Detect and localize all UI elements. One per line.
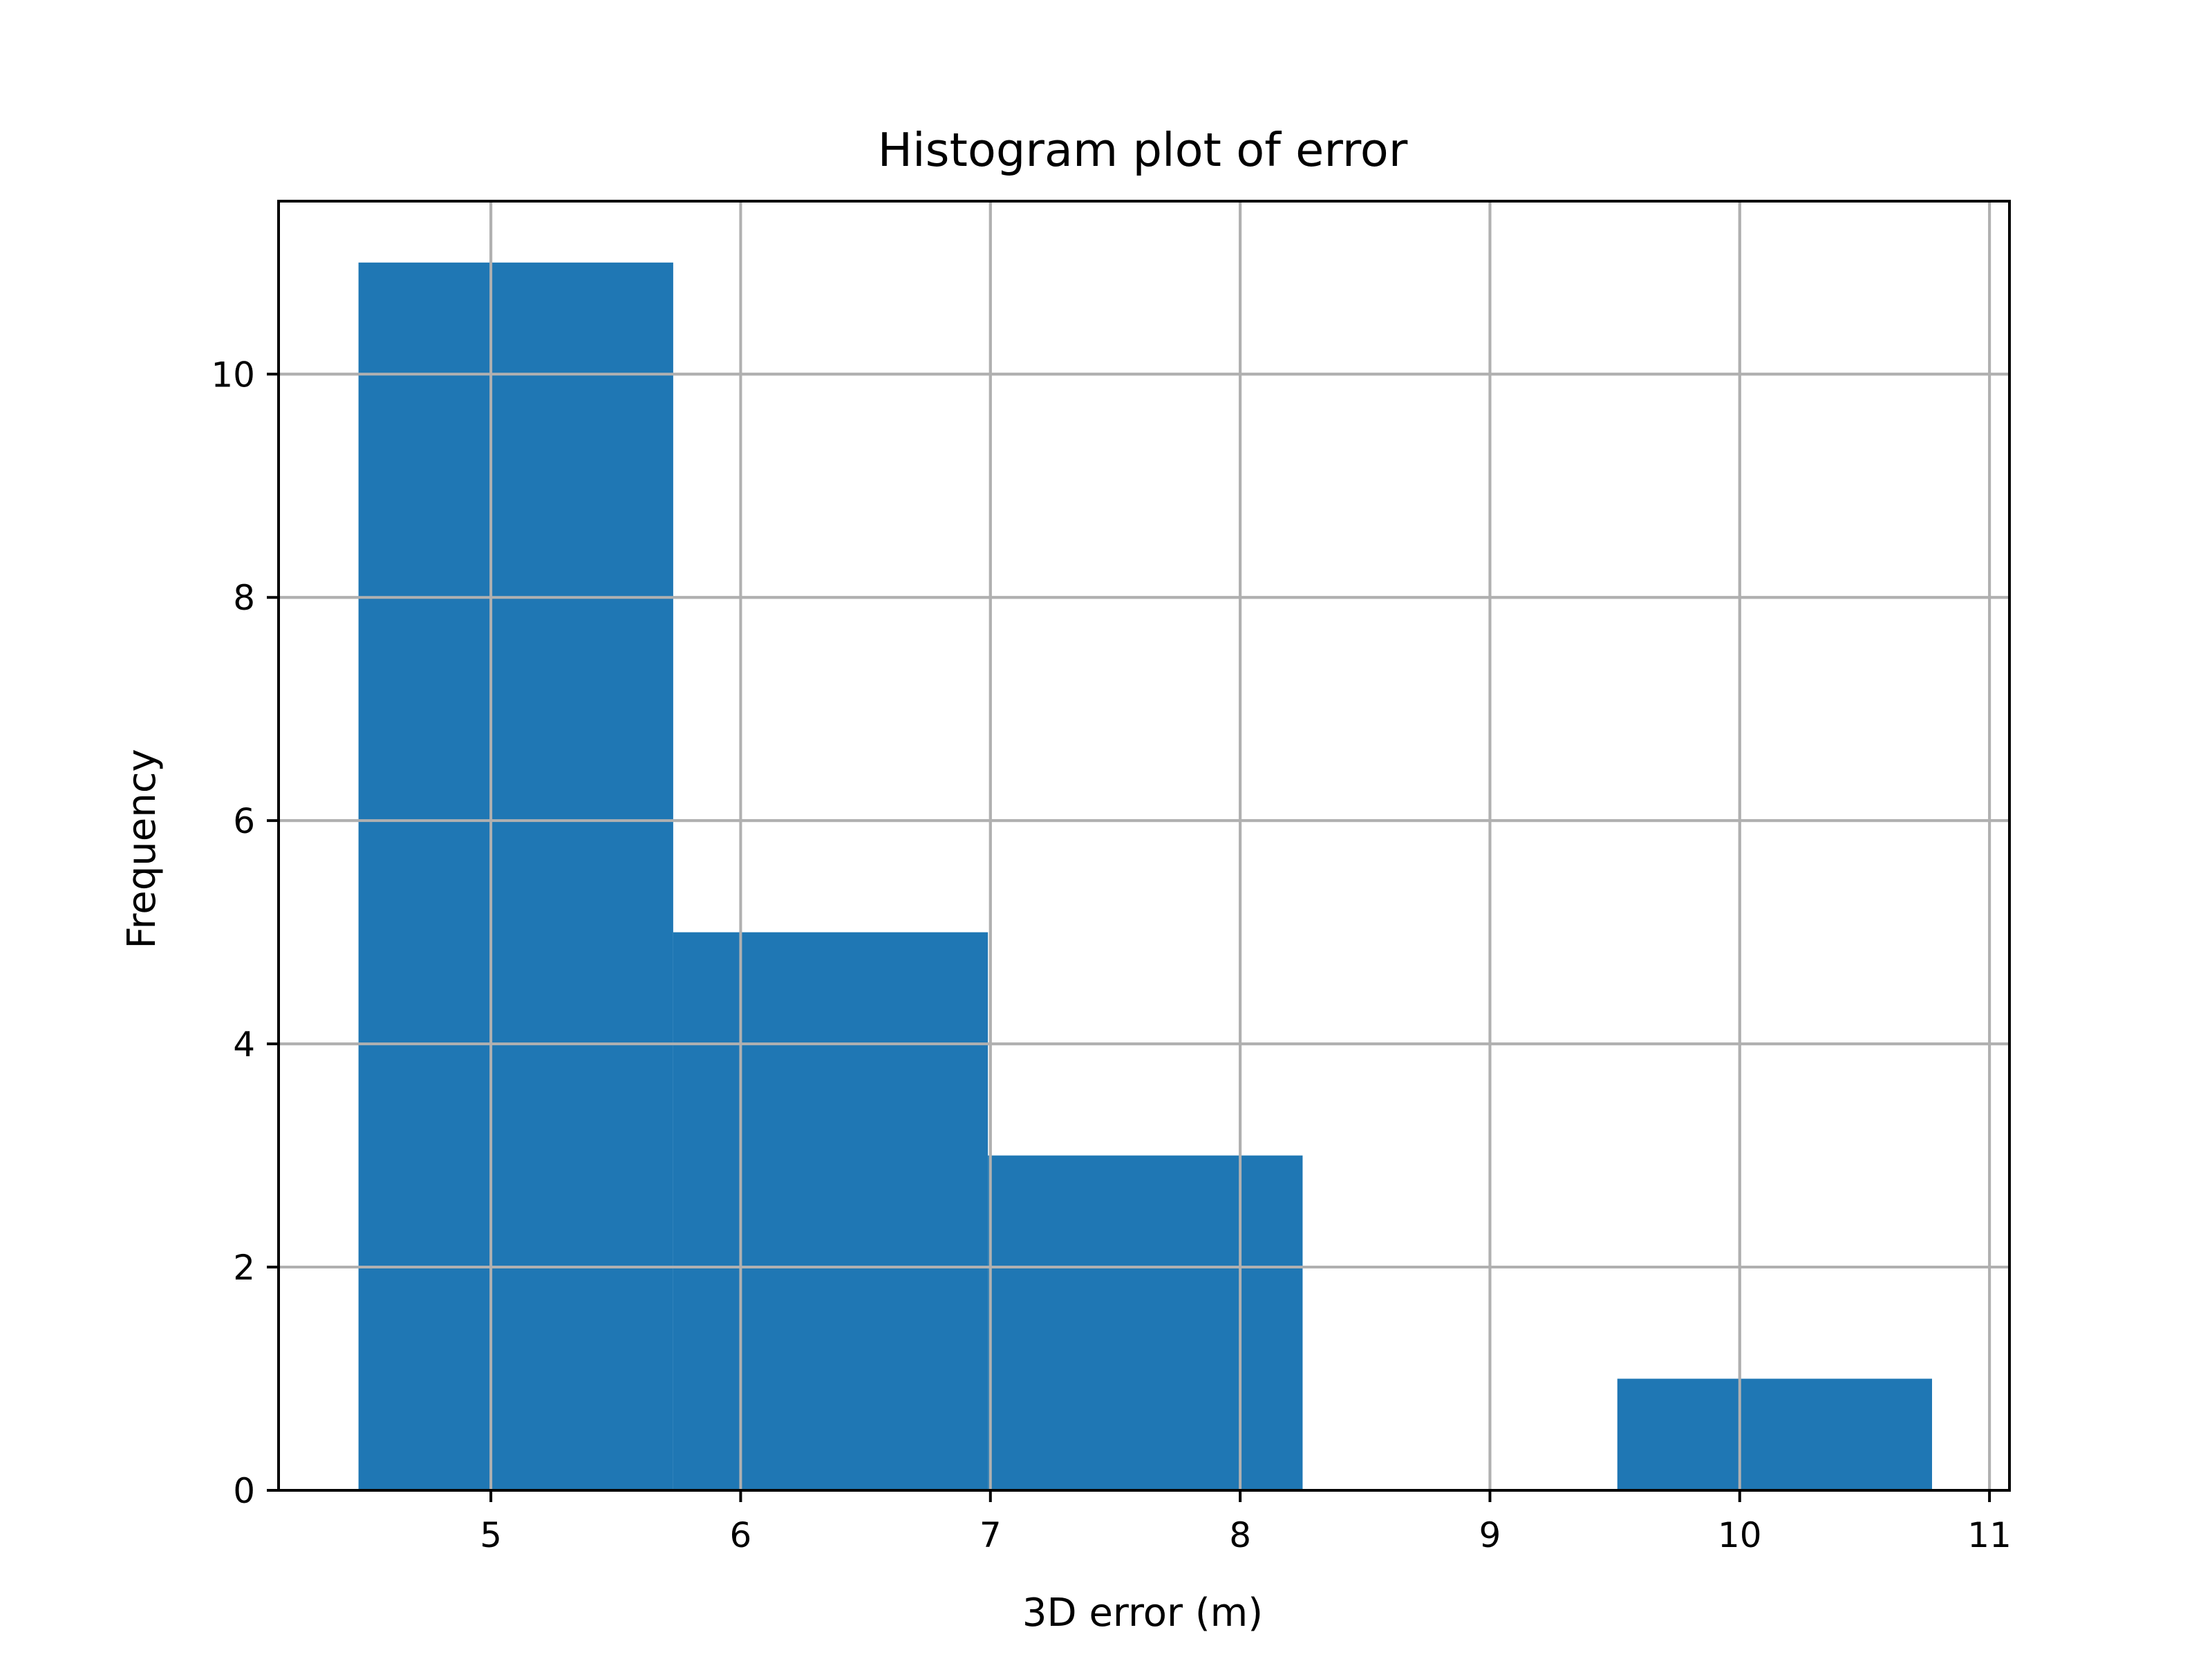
y-tick-label-4: 4 <box>233 1024 255 1065</box>
y-tick-label-8: 8 <box>233 578 255 618</box>
histogram-bar-3 <box>988 1155 1303 1490</box>
histogram-bar-5 <box>1617 1378 1932 1490</box>
chart-title: Histogram plot of error <box>878 123 1408 177</box>
y-tick-label-2: 2 <box>233 1248 255 1288</box>
x-tick-label-11: 11 <box>1967 1515 2012 1555</box>
x-tick-label-5: 5 <box>480 1515 502 1555</box>
y-tick-label-10: 10 <box>211 355 255 395</box>
x-tick-label-10: 10 <box>1718 1515 1762 1555</box>
x-tick-label-7: 7 <box>980 1515 1002 1555</box>
y-tick-label-0: 0 <box>233 1471 255 1511</box>
histogram-bar-2 <box>673 932 988 1490</box>
x-tick-label-8: 8 <box>1229 1515 1251 1555</box>
histogram-bars <box>279 201 2009 1492</box>
plot-frame <box>277 200 2011 1492</box>
y-axis-title: Frequency <box>120 749 165 948</box>
tick-labels: 5 6 7 8 9 10 11 0 2 4 6 8 10 <box>211 355 2012 1555</box>
histogram-bar-1 <box>358 262 673 1490</box>
y-tick-label-6: 6 <box>233 801 255 841</box>
x-tick-label-6: 6 <box>730 1515 752 1555</box>
grid-overlay <box>279 201 2009 1492</box>
x-tick-label-9: 9 <box>1479 1515 1501 1555</box>
x-axis-title: 3D error (m) <box>1022 1591 1263 1635</box>
tick-marks <box>267 373 1991 1502</box>
axes <box>277 200 2011 1492</box>
